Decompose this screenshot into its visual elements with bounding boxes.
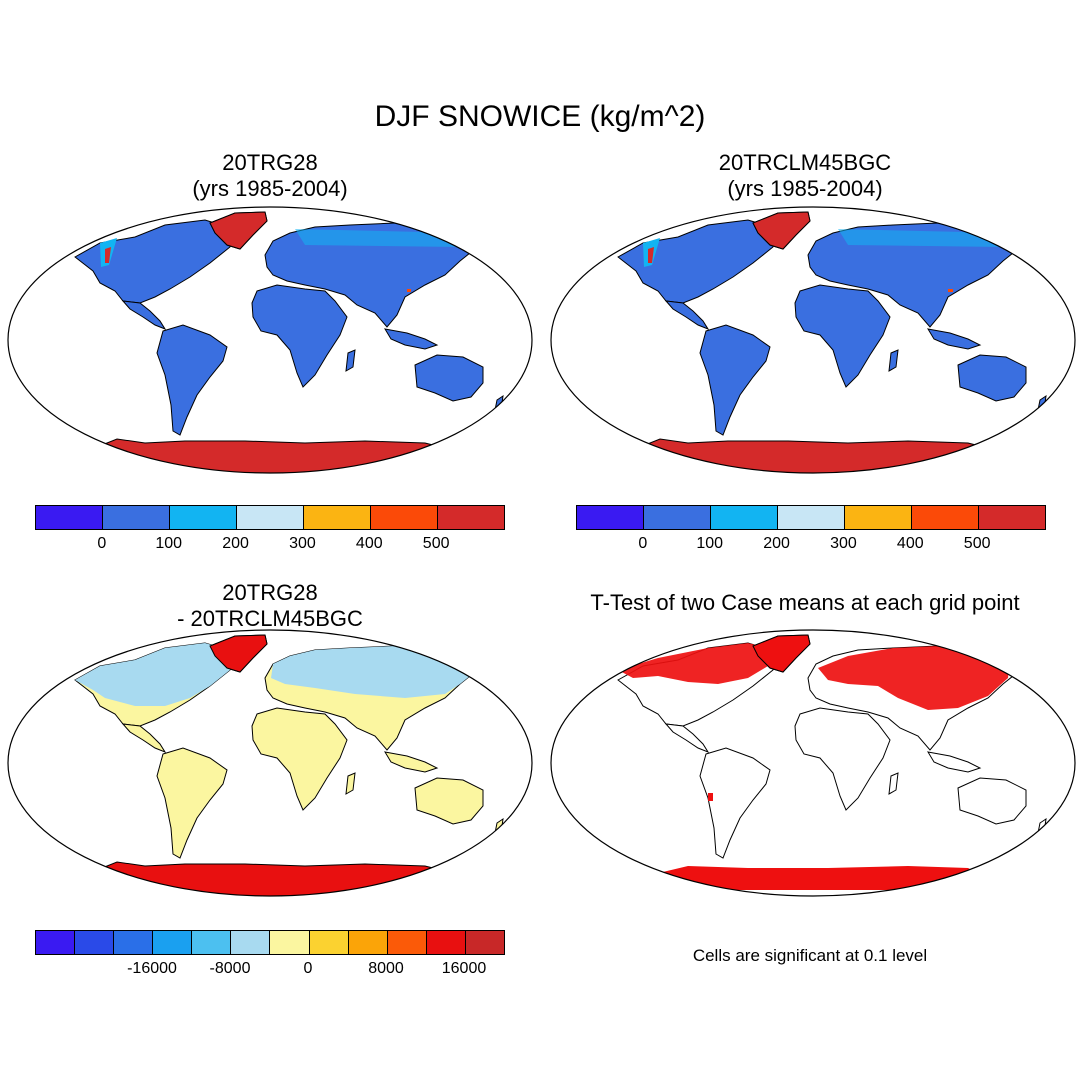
map-panel-20trclm45bgc	[550, 206, 1076, 474]
colorbar-swatch	[371, 506, 438, 529]
colorbar-swatch	[465, 931, 504, 954]
colorbar-tick-label: 0	[638, 535, 648, 552]
colorbar-swatch	[75, 931, 115, 954]
significance-note: Cells are significant at 0.1 level	[692, 946, 928, 965]
colorbar-panel-20trg28	[35, 505, 505, 530]
colorbar-tick-label: 100	[155, 535, 183, 552]
colorbar-swatch	[979, 506, 1045, 529]
colorbar-panel-20trclm45bgc	[576, 505, 1046, 530]
panel-title-ttest: T-Test of two Case means at each grid po…	[545, 590, 1065, 616]
colorbar-swatch	[153, 931, 193, 954]
panel-title-difference: 20TRG28 - 20TRCLM45BGC	[120, 580, 420, 632]
colorbar-swatch	[309, 931, 349, 954]
colorbar-swatch	[103, 506, 170, 529]
colorbar-swatch	[170, 506, 237, 529]
figure-title: DJF SNOWICE (kg/m^2)	[374, 100, 706, 133]
colorbar-swatch	[577, 506, 644, 529]
colorbar-swatch	[114, 931, 154, 954]
colorbar-tick-label: 16000	[441, 960, 487, 977]
colorbar-swatch	[426, 931, 466, 954]
colorbar-swatch	[912, 506, 979, 529]
colorbar-swatch	[237, 506, 304, 529]
panel-title-20trclm45bgc: 20TRCLM45BGC (yrs 1985-2004)	[655, 150, 955, 202]
colorbar-tick-label: 200	[222, 535, 249, 552]
colorbar-swatch	[348, 931, 388, 954]
panel-title-line2: - 20TRCLM45BGC	[177, 606, 363, 631]
colorbar-swatch	[644, 506, 711, 529]
colorbar-tick-label: 0	[303, 960, 313, 977]
panel-title-line2: (yrs 1985-2004)	[192, 176, 348, 201]
colorbar-swatch	[231, 931, 271, 954]
colorbar-tick-label: 8000	[368, 960, 404, 977]
colorbar-swatch	[270, 931, 310, 954]
colorbar-difference	[35, 930, 505, 955]
colorbar-swatch	[36, 931, 76, 954]
map-panel-20trg28	[7, 206, 533, 474]
panel-title-line2: (yrs 1985-2004)	[727, 176, 883, 201]
panel-title-line1: 20TRCLM45BGC	[718, 150, 892, 175]
colorbar-swatch	[387, 931, 427, 954]
colorbar-tick-label: -8000	[209, 960, 251, 977]
panel-title-line1: T-Test of two Case means at each grid po…	[590, 590, 1020, 615]
panel-title-line1: 20TRG28	[222, 580, 318, 605]
map-panel-difference	[7, 629, 533, 897]
colorbar-swatch	[304, 506, 371, 529]
map-panel-ttest	[550, 629, 1076, 897]
colorbar-tick-label: 0	[97, 535, 107, 552]
colorbar-tick-label: 400	[896, 535, 924, 552]
colorbar-tick-label: 100	[696, 535, 724, 552]
colorbar-tick-label: 400	[355, 535, 383, 552]
colorbar-swatch	[36, 506, 103, 529]
colorbar-tick-label: 300	[289, 535, 316, 552]
panel-title-line1: 20TRG28	[222, 150, 318, 175]
colorbar-swatch	[778, 506, 845, 529]
colorbar-tick-label: 200	[763, 535, 790, 552]
colorbar-swatch	[845, 506, 912, 529]
panel-title-20trg28: 20TRG28 (yrs 1985-2004)	[120, 150, 420, 202]
colorbar-tick-label: 300	[830, 535, 857, 552]
colorbar-swatch	[711, 506, 778, 529]
colorbar-tick-label: 500	[422, 535, 450, 552]
colorbar-swatch	[192, 931, 232, 954]
colorbar-swatch	[438, 506, 504, 529]
colorbar-tick-label: 500	[963, 535, 991, 552]
colorbar-tick-label: -16000	[127, 960, 177, 977]
